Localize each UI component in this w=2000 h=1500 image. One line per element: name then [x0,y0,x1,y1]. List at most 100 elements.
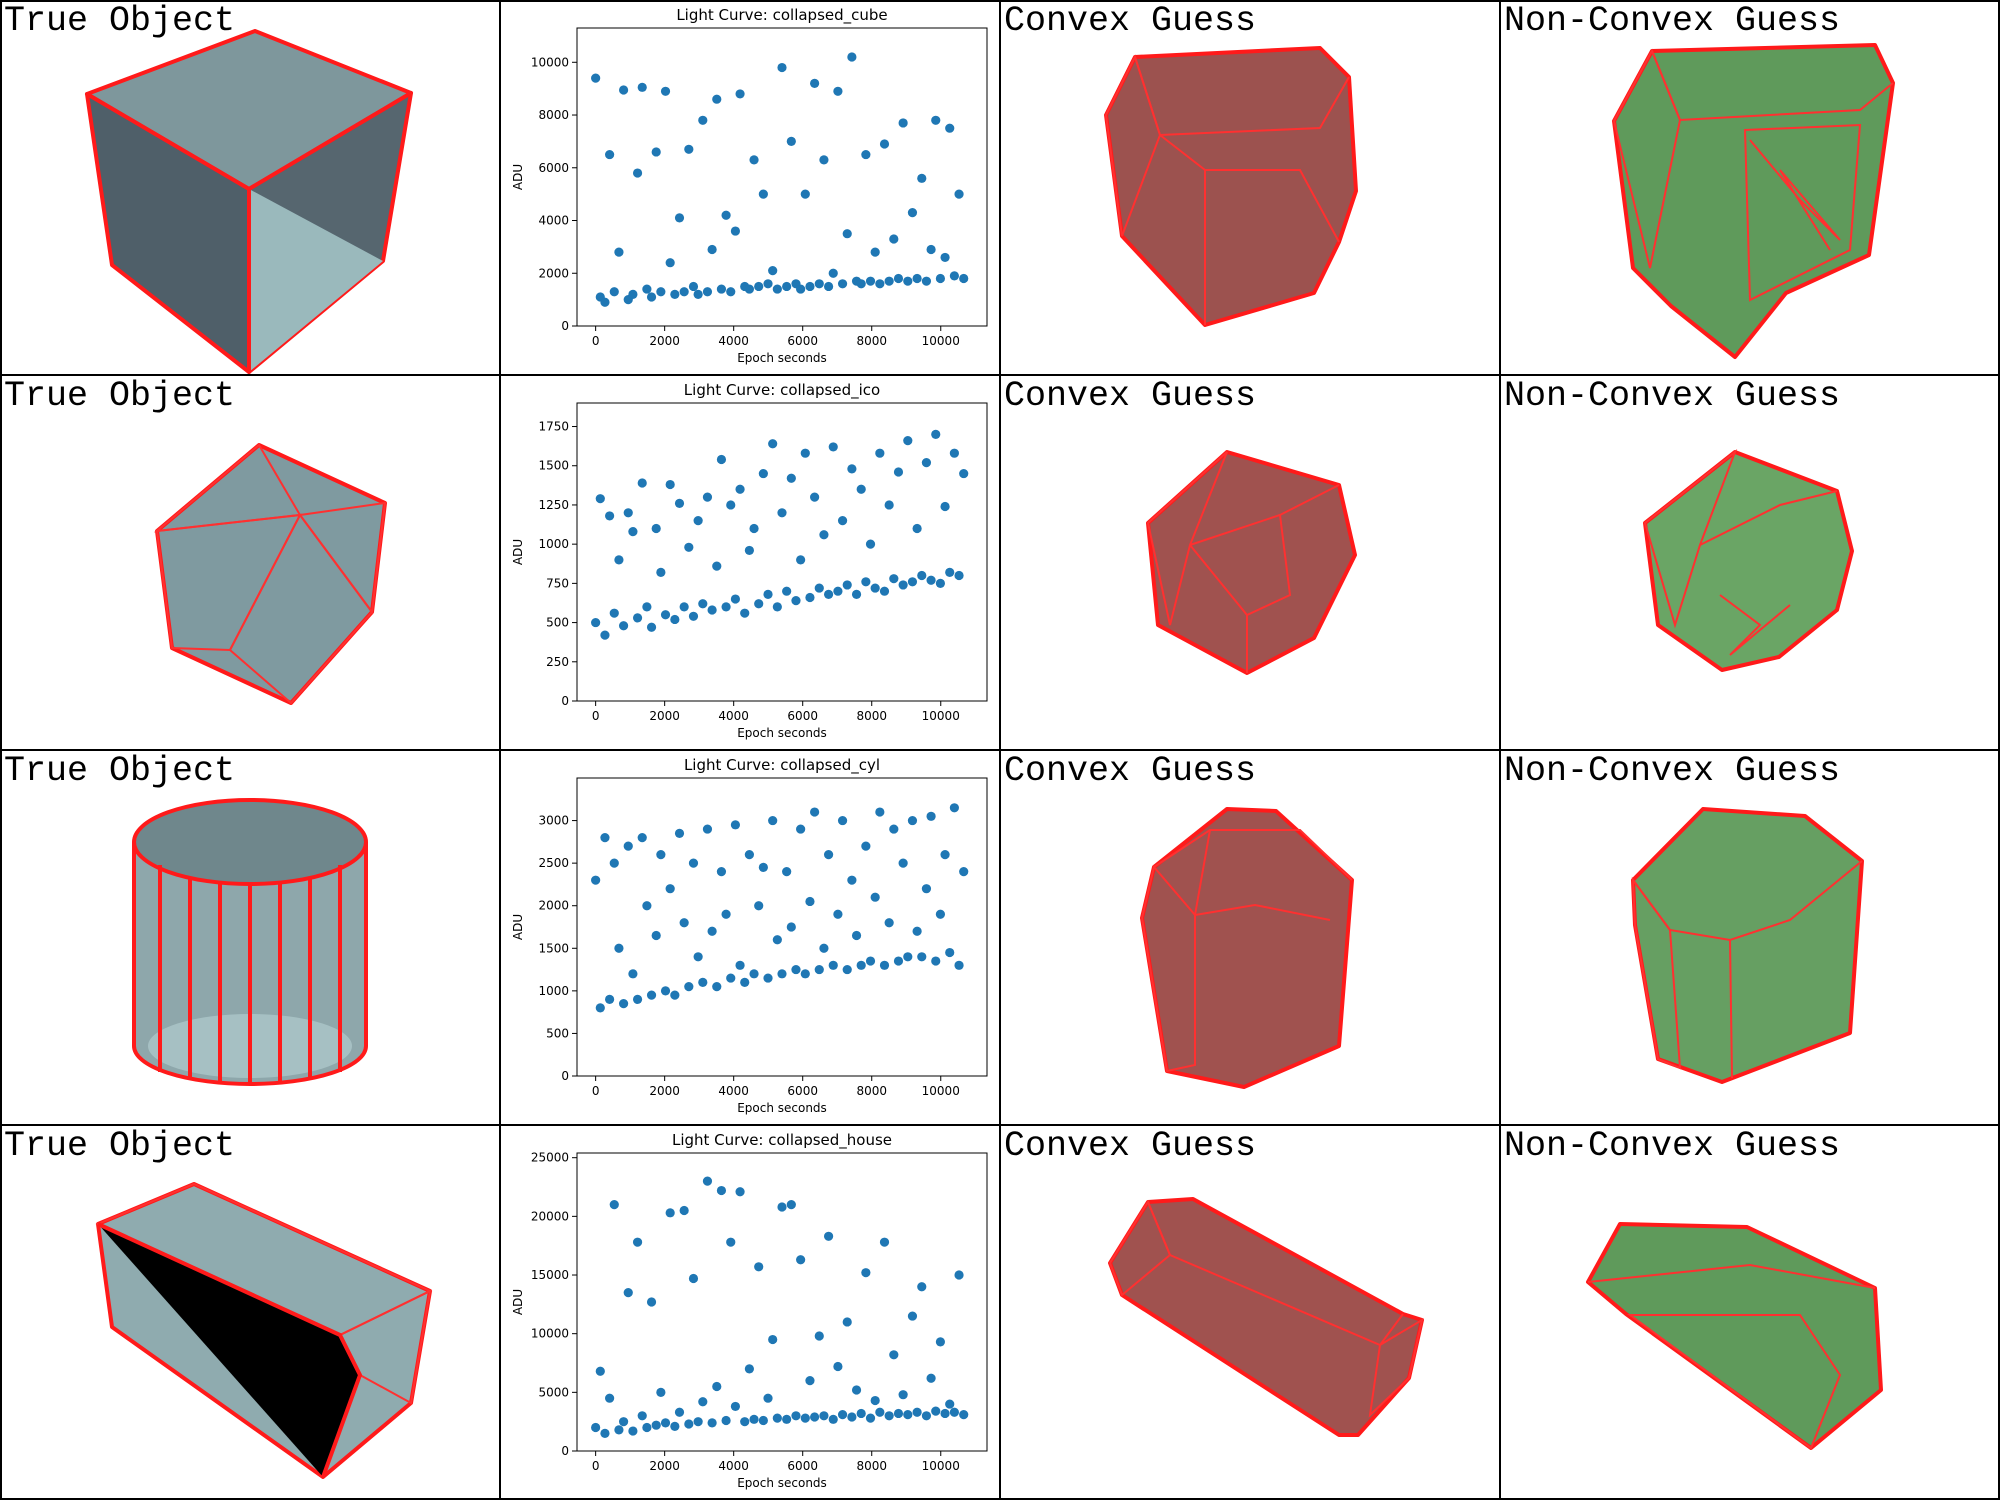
edge [1651,50,1894,122]
point [819,530,829,540]
point [847,875,857,885]
point [791,596,801,606]
point [730,820,741,830]
point [782,1414,792,1424]
point [796,1255,806,1265]
x-tick-label: 6000 [787,1459,818,1473]
edge [1749,139,1841,251]
edge [1729,939,1733,1079]
point [656,1387,666,1397]
point [935,1337,946,1347]
point [856,960,866,970]
point [903,276,913,286]
point [921,884,932,894]
point [879,139,890,149]
point [823,281,834,292]
point [656,567,666,577]
point [735,960,745,970]
point [768,1334,778,1345]
point [884,918,894,928]
y-tick-label: 1000 [538,984,569,998]
point [702,1176,713,1186]
hull [1586,1222,1883,1450]
point [870,583,880,593]
chart-title: Light Curve: collapsed_cyl [684,756,880,775]
panel-label: Convex Guess [1004,1126,1256,1166]
point [749,155,759,165]
point [632,1237,643,1247]
x-tick-label: 8000 [856,1084,887,1098]
point [605,1393,615,1403]
point [884,500,894,510]
point [796,555,806,565]
point [749,1414,759,1424]
point [800,969,810,979]
point [847,52,857,62]
x-tick-label: 6000 [787,1084,818,1098]
y-tick-label: 8000 [538,108,569,122]
true-object-cyl [132,798,368,1086]
point [912,926,922,936]
chart-title: Light Curve: collapsed_house [672,1131,892,1150]
point [870,1395,880,1406]
point [861,841,871,851]
point [926,244,936,255]
point [735,484,745,494]
x-axis-label: Epoch seconds [737,1476,827,1490]
point [712,94,722,104]
point [823,589,834,599]
point [865,276,876,286]
point [777,62,787,73]
point [931,1406,941,1416]
point [847,464,857,474]
x-tick-label: 2000 [649,1459,680,1473]
point [861,149,871,160]
y-tick-label: 2500 [538,856,569,870]
point [660,86,671,96]
point [591,1422,601,1433]
point [926,1373,936,1383]
point [935,273,946,284]
point [679,287,689,297]
chart-title: Light Curve: collapsed_cube [676,6,887,25]
point [605,149,615,160]
point [861,577,871,587]
point [865,1413,876,1423]
point [646,622,657,632]
point [642,284,652,294]
y-tick-label: 1500 [538,941,569,955]
point [879,960,890,970]
point [837,279,848,289]
point [819,155,829,165]
point [642,901,652,911]
point [693,289,703,299]
point [800,1413,810,1423]
point [935,909,946,919]
point [800,189,810,199]
y-tick-label: 0 [561,694,569,708]
point [684,144,694,154]
point [903,1410,913,1420]
x-axis-label: Epoch seconds [737,1101,827,1115]
ribs [132,842,368,1084]
point [712,982,722,992]
point [907,577,918,587]
point [758,189,768,199]
convex-guess-cube [1104,46,1358,327]
point [628,289,638,299]
point [884,1411,894,1421]
point [842,1317,852,1327]
point [642,602,652,612]
true-object-house [95,1182,433,1479]
point [600,1428,610,1439]
point [945,567,955,577]
point [870,892,880,902]
point [749,969,759,979]
point [656,850,666,860]
point [628,969,638,979]
panel-label: Non-Convex Guess [1504,376,1840,416]
facet [249,189,383,372]
point [628,527,638,537]
point [893,273,904,284]
y-tick-label: 10000 [531,1327,569,1341]
